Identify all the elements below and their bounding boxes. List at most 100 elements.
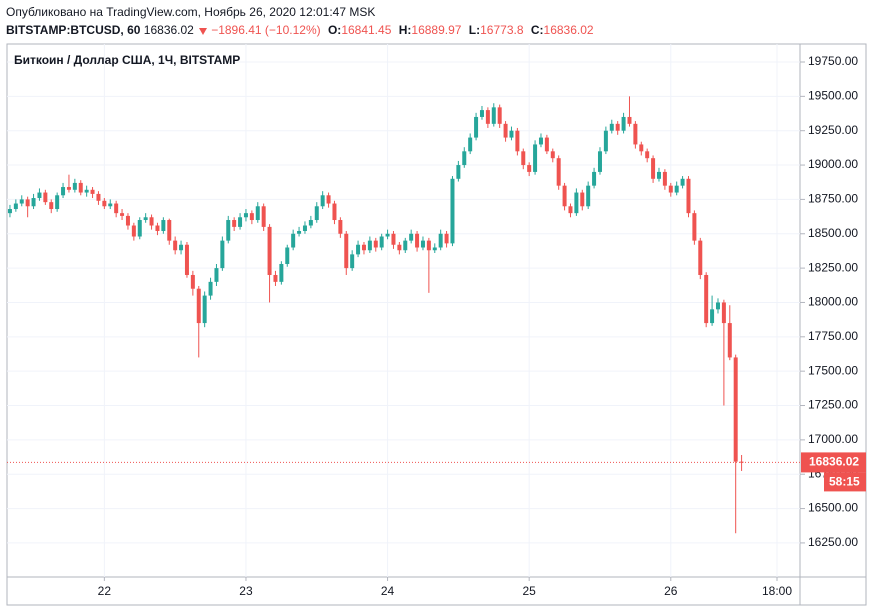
candle-body bbox=[291, 233, 296, 248]
candle-body bbox=[474, 116, 479, 138]
candle-body bbox=[438, 233, 443, 248]
candle-body bbox=[415, 233, 420, 248]
candle-body bbox=[627, 116, 632, 124]
countdown-box bbox=[824, 472, 866, 492]
candle-body bbox=[503, 123, 508, 138]
candle-body bbox=[55, 195, 60, 210]
candle-body bbox=[426, 240, 431, 251]
candle-body bbox=[19, 199, 24, 204]
change: −1896.41 (−10.12%) bbox=[211, 23, 321, 37]
candle-body bbox=[279, 263, 284, 282]
candle-body bbox=[385, 233, 390, 237]
y-tick-label: 18000.00 bbox=[808, 295, 858, 309]
candle-body bbox=[432, 247, 437, 251]
candle-body bbox=[485, 110, 490, 124]
candle-body bbox=[674, 185, 679, 193]
y-tick-label: 19500.00 bbox=[808, 89, 858, 103]
candle-body bbox=[149, 217, 154, 226]
published: Опубликовано на TradingView.com, Ноябрь … bbox=[6, 5, 376, 19]
candle-body bbox=[320, 195, 325, 207]
candle-body bbox=[114, 203, 119, 214]
candle-body bbox=[214, 268, 219, 282]
open-value: 16841.45 bbox=[341, 23, 392, 37]
candle-body bbox=[491, 107, 496, 124]
candle-body bbox=[361, 244, 366, 251]
ohlc-label: C: bbox=[530, 23, 544, 37]
x-tick-label: 22 bbox=[98, 584, 112, 598]
down-arrow bbox=[198, 27, 207, 35]
candle-body bbox=[615, 123, 620, 131]
candle-body bbox=[72, 182, 77, 190]
candle-body bbox=[326, 195, 331, 204]
candle-body bbox=[479, 110, 484, 117]
x-tick-label: 25 bbox=[522, 584, 536, 598]
candle-body bbox=[603, 130, 608, 152]
candle-body bbox=[238, 217, 243, 227]
candle-body bbox=[302, 225, 307, 232]
candle-body bbox=[656, 171, 661, 179]
candle-body bbox=[639, 144, 644, 152]
candle-body bbox=[308, 220, 313, 226]
candle-body bbox=[538, 137, 543, 145]
symbol: BITSTAMP:BTCUSD, 60 bbox=[6, 23, 141, 37]
candle-body bbox=[338, 220, 343, 234]
candle-body bbox=[633, 123, 638, 145]
y-tick-label: 17750.00 bbox=[808, 329, 858, 343]
candle-body bbox=[409, 233, 414, 241]
candle-body bbox=[721, 302, 726, 324]
candle-body bbox=[125, 215, 130, 226]
candle-body bbox=[49, 202, 54, 210]
candle-body bbox=[692, 213, 697, 241]
y-tick-label: 19000.00 bbox=[808, 157, 858, 171]
candle-body bbox=[373, 240, 378, 248]
candle-body bbox=[586, 185, 591, 207]
candle-body bbox=[179, 244, 184, 251]
candle-body bbox=[420, 240, 425, 248]
candle-body bbox=[137, 220, 142, 237]
candle-body bbox=[161, 220, 166, 232]
candle-body bbox=[668, 185, 673, 193]
y-tick-label: 19250.00 bbox=[808, 123, 858, 137]
candle-body bbox=[574, 192, 579, 214]
candle-body bbox=[31, 198, 36, 207]
candle-body bbox=[704, 274, 709, 324]
candle-body bbox=[143, 217, 148, 221]
candle-body bbox=[521, 151, 526, 166]
candle-body bbox=[739, 461, 744, 463]
candle-body bbox=[568, 206, 573, 214]
candle-body bbox=[397, 244, 402, 251]
candle-body bbox=[597, 151, 602, 172]
candle-body bbox=[249, 213, 254, 221]
x-tick-label: 24 bbox=[381, 584, 395, 598]
high-value: 16889.97 bbox=[411, 23, 462, 37]
candle-body bbox=[686, 178, 691, 214]
candle-body bbox=[645, 151, 650, 159]
candle-body bbox=[462, 151, 467, 166]
candle-body bbox=[25, 199, 30, 207]
candle-body bbox=[273, 274, 278, 282]
candle-body bbox=[78, 182, 83, 193]
candle-body bbox=[450, 178, 455, 244]
candle-body bbox=[226, 220, 231, 241]
candle-body bbox=[167, 220, 172, 241]
candle-body bbox=[444, 233, 449, 244]
candle-body bbox=[184, 244, 189, 275]
candle-body bbox=[592, 171, 597, 186]
candle-body bbox=[356, 244, 361, 255]
candle-body bbox=[202, 295, 207, 324]
last-price-box bbox=[801, 452, 866, 473]
y-tick-label: 18250.00 bbox=[808, 260, 858, 274]
candle-body bbox=[344, 233, 349, 269]
candle-body bbox=[155, 225, 160, 232]
candle-body bbox=[255, 206, 260, 221]
y-tick-label: 16500.00 bbox=[808, 501, 858, 515]
candle-body bbox=[297, 231, 302, 234]
x-tick-label: 23 bbox=[239, 584, 253, 598]
y-tick-label: 16750.00 bbox=[808, 466, 858, 480]
candle-body bbox=[550, 151, 555, 159]
x-tick-label: 26 bbox=[664, 584, 678, 598]
last-price: 16836.02 bbox=[143, 23, 194, 37]
y-tick-label: 17500.00 bbox=[808, 363, 858, 377]
